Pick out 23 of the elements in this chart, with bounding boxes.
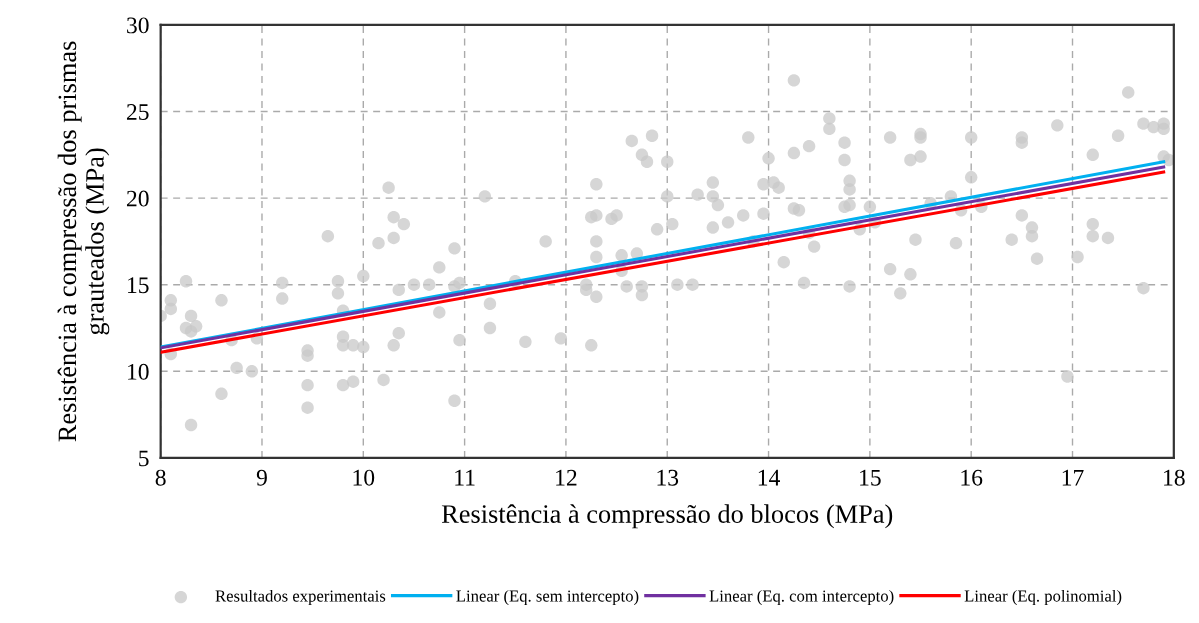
- legend-label: Linear (Eq. com intercepto): [709, 589, 894, 606]
- y-axis-title: Resistência à compressão dos prismas grauteados (MPa): [57, 41, 110, 442]
- legend-label: Resultados experimentais: [215, 589, 386, 606]
- x-tick-label: 11: [455, 469, 475, 486]
- y-tick-label: 20: [126, 190, 149, 207]
- legend-label: Linear (Eq. polinomial): [964, 589, 1122, 606]
- x-axis-title: Resistência à compressão do blocos (MPa): [441, 504, 893, 529]
- x-tick-label: 15: [860, 469, 881, 486]
- y-tick-label: 25: [126, 104, 149, 120]
- x-tick-label: 16: [961, 469, 983, 486]
- x-tick-label: 13: [657, 469, 679, 486]
- x-tick-label: 12: [556, 469, 577, 486]
- x-tick-label: 9: [256, 469, 267, 486]
- y-tick-label: 15: [128, 277, 149, 294]
- x-tick-label: 10: [353, 469, 375, 486]
- x-tick-label: 18: [1164, 469, 1185, 486]
- x-tick-label: 17: [1062, 469, 1084, 486]
- x-tick-label: 14: [758, 469, 780, 486]
- x-tick-label: 8: [155, 469, 166, 486]
- y-tick-label: 10: [128, 363, 149, 380]
- legend-label: Linear (Eq. sem intercepto): [456, 589, 639, 606]
- y-tick-label: 5: [139, 450, 149, 467]
- y-tick-label: 30: [127, 17, 149, 34]
